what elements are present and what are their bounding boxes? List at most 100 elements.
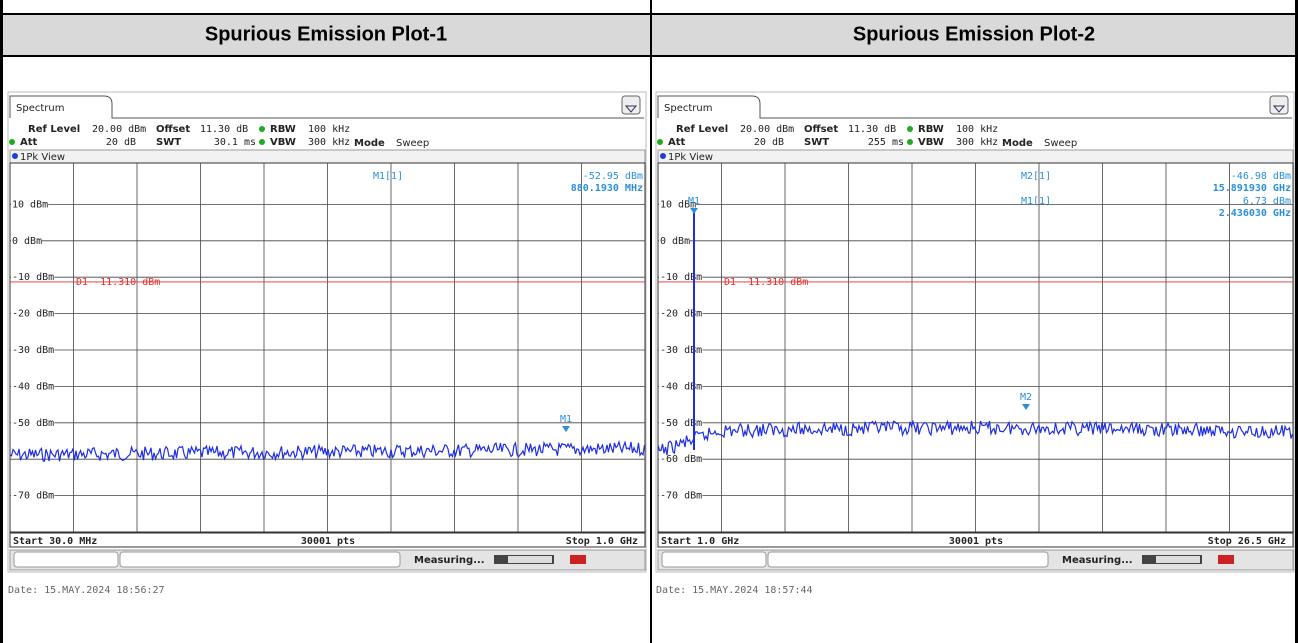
menu-icon xyxy=(621,95,641,115)
label-bg xyxy=(11,344,55,356)
display-line-label: D1 -11.310 dBm xyxy=(76,277,160,288)
y-label: -10 dBm xyxy=(660,272,702,283)
info-text: 1Pk View xyxy=(20,152,65,163)
info-text: Sweep xyxy=(1044,138,1077,149)
status-dot xyxy=(907,139,913,145)
info-text: VBW xyxy=(270,137,296,148)
info-text: Att xyxy=(20,137,38,148)
info-text: Mode xyxy=(354,138,385,149)
label-bg xyxy=(11,198,49,211)
y-label: -10 dBm xyxy=(12,272,54,283)
info-text: 1Pk View xyxy=(668,152,713,163)
info-text: 11.30 dB xyxy=(200,124,248,135)
info-text: Ref Level xyxy=(676,124,728,135)
label-bg xyxy=(11,489,55,502)
status-dot xyxy=(660,153,666,159)
info-text: RBW xyxy=(270,124,296,135)
info-text: 255 ms xyxy=(868,137,904,148)
progress-fill xyxy=(508,556,552,563)
status-dot xyxy=(9,139,15,145)
marker-freq: 2.436030 GHz xyxy=(1219,208,1291,219)
label-bg xyxy=(11,307,55,320)
status-dot xyxy=(259,139,265,145)
info-text: 300 kHz xyxy=(308,137,350,148)
marker-name: M1[1] xyxy=(373,171,403,182)
label-bg xyxy=(11,234,42,247)
tab-label: Spectrum xyxy=(16,103,64,114)
tab xyxy=(9,95,644,119)
y-label: -50 dBm xyxy=(12,418,54,429)
progress-fill xyxy=(1156,556,1200,563)
status-field xyxy=(119,551,401,568)
info-text: 100 kHz xyxy=(956,124,998,135)
y-label: -30 dBm xyxy=(12,345,54,356)
status-dot xyxy=(657,139,663,145)
display-line-label: D1 -11.310 dBm xyxy=(724,277,808,288)
label-bg xyxy=(659,234,690,247)
trace xyxy=(9,439,646,462)
y-label: -60 dBm xyxy=(660,454,702,465)
y-label: 0 dBm xyxy=(660,236,690,247)
y-label: 10 dBm xyxy=(660,199,696,210)
info-text: SWT xyxy=(156,137,181,148)
info-text: 20.00 dBm xyxy=(92,124,146,135)
info-text: 30001 pts xyxy=(949,536,1003,547)
info-text: 30001 pts xyxy=(301,536,355,547)
y-label: 10 dBm xyxy=(12,199,48,210)
info-text: Mode xyxy=(1002,138,1033,149)
info-text: Sweep xyxy=(396,138,429,149)
label-bg xyxy=(659,453,703,466)
status-dot xyxy=(12,153,18,159)
menu-icon xyxy=(624,105,638,113)
info-text: Start 1.0 GHz xyxy=(661,536,739,547)
trace xyxy=(657,419,1294,456)
label-bg xyxy=(11,380,55,393)
info-text: Stop 26.5 GHz xyxy=(1208,536,1286,547)
info-text: Start 30.0 MHz xyxy=(13,536,97,547)
y-label: -70 dBm xyxy=(12,491,54,502)
info-text: Att xyxy=(668,137,686,148)
date: Date: 15.MAY.2024 18:56:27 xyxy=(8,585,165,596)
menu-icon xyxy=(1272,105,1286,113)
marker-triangle xyxy=(562,426,570,432)
y-label: -20 dBm xyxy=(660,309,702,320)
tab xyxy=(657,95,1292,119)
label-bg xyxy=(659,307,703,320)
info-text: Offset xyxy=(804,124,838,135)
label-bg xyxy=(659,198,697,211)
logo xyxy=(1218,555,1234,564)
header-row xyxy=(3,15,1295,55)
logo xyxy=(570,555,586,564)
info-text: Ref Level xyxy=(28,124,80,135)
y-label: -70 dBm xyxy=(660,491,702,502)
marker-level: -52.95 dBm xyxy=(583,171,643,182)
info-text: 100 kHz xyxy=(308,124,350,135)
marker-tag: M1 xyxy=(688,196,700,207)
tab-label: Spectrum xyxy=(664,103,712,114)
label-bg xyxy=(659,416,703,429)
info-text: 20 dB xyxy=(754,137,784,148)
marker-tag: M1 xyxy=(560,414,572,425)
label-bg xyxy=(11,271,55,284)
info-text: 300 kHz xyxy=(956,137,998,148)
info-text: 20 dB xyxy=(106,137,136,148)
y-label: -40 dBm xyxy=(660,381,702,392)
info-text: 11.30 dB xyxy=(848,124,896,135)
label-bg xyxy=(659,344,703,356)
info-text: SWT xyxy=(804,137,829,148)
menu-icon xyxy=(1269,95,1289,115)
info-text: 30.1 ms xyxy=(214,137,256,148)
status-dot xyxy=(259,126,265,132)
label-bg xyxy=(11,416,55,429)
marker-level: 6.73 dBm xyxy=(1243,196,1291,207)
cell-title: Spurious Emission Plot-1 xyxy=(205,23,447,45)
label-bg xyxy=(659,380,703,393)
status-dot xyxy=(907,126,913,132)
status-field xyxy=(767,551,1049,568)
info-text: Stop 1.0 GHz xyxy=(566,536,638,547)
marker-freq: 15.891930 GHz xyxy=(1213,183,1291,194)
footer-bar xyxy=(9,532,646,548)
marker-tag: M2 xyxy=(1020,392,1032,403)
date: Date: 15.MAY.2024 18:57:44 xyxy=(656,585,813,596)
